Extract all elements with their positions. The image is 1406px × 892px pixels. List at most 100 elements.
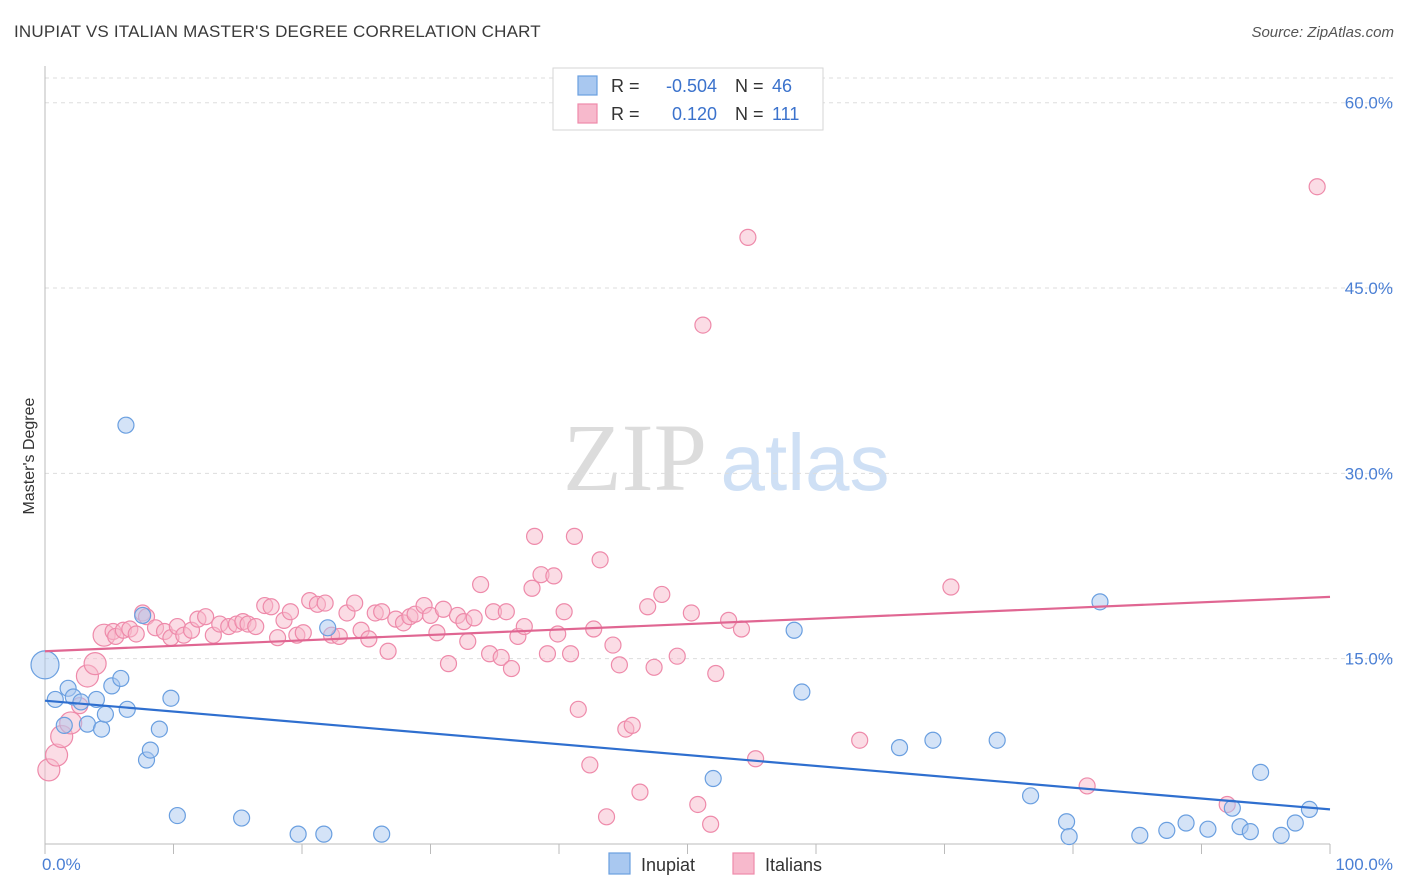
- inupiat-point-16: [141, 741, 159, 759]
- bottom-legend-label-inupiat: Inupiat: [641, 855, 695, 875]
- italians-points: [37, 178, 1326, 833]
- grid: [45, 77, 1393, 660]
- inupiat-point-41: [1241, 823, 1259, 841]
- italians-point-80: [581, 756, 599, 774]
- y-axis-label: Master's Degree: [21, 397, 38, 514]
- inupiat-point-31: [1021, 787, 1040, 805]
- italians-point-89: [639, 598, 657, 616]
- italians-point-36: [294, 624, 312, 642]
- italians-point-92: [668, 647, 686, 665]
- italians-point-32: [268, 629, 287, 647]
- italians-point-70: [523, 579, 541, 597]
- inupiat-point-26: [785, 621, 803, 639]
- legend-n-value-italians: 111: [772, 104, 799, 124]
- italians-point-67: [502, 659, 521, 678]
- legend-r-value-italians: 0.120: [672, 104, 717, 124]
- italians-point-43: [346, 594, 364, 612]
- italians-point-106: [1308, 178, 1326, 196]
- bottom-legend-swatch-italians: [732, 852, 755, 875]
- inupiat-point-19: [168, 806, 186, 825]
- inupiat-point-32: [1057, 813, 1076, 831]
- inupiat-point-29: [924, 731, 942, 749]
- italians-point-95: [702, 815, 720, 833]
- axes: [44, 66, 1331, 854]
- italians-point-65: [492, 648, 510, 667]
- trend-lines: [44, 595, 1331, 811]
- italians-trend-line: [44, 595, 1331, 653]
- inupiat-point-38: [1199, 820, 1217, 838]
- inupiat-point-22: [315, 825, 333, 843]
- bottom-legend-label-italians: Italians: [765, 855, 822, 875]
- inupiat-point-24: [373, 825, 391, 843]
- inupiat-point-20: [233, 809, 251, 827]
- legend-swatch-italians: [577, 103, 598, 124]
- italians-point-66: [497, 603, 515, 621]
- italians-point-88: [631, 783, 649, 801]
- italians-point-77: [561, 645, 580, 663]
- italians-point-6: [83, 652, 107, 676]
- italians-point-102: [851, 731, 869, 749]
- source-label: Source: ZipAtlas.com: [1251, 24, 1394, 41]
- italians-point-31: [262, 598, 280, 616]
- inupiat-point-33: [1060, 827, 1078, 846]
- watermark-atlas: atlas: [721, 418, 890, 507]
- legend-r-value-inupiat: -0.504: [666, 76, 717, 96]
- inupiat-point-13: [117, 416, 135, 434]
- italians-point-87: [623, 716, 641, 734]
- x-tick-label-max: 100.0%: [1335, 855, 1393, 874]
- y-tick-label-60: 60.0%: [1345, 94, 1393, 113]
- italians-point-47: [373, 603, 391, 621]
- inupiat-point-18: [162, 689, 180, 707]
- italians-point-57: [439, 655, 458, 673]
- italians-point-62: [472, 575, 490, 594]
- italians-point-97: [720, 611, 738, 629]
- italians-point-100: [747, 750, 765, 768]
- inupiat-point-14: [134, 606, 152, 625]
- italians-point-29: [247, 617, 265, 636]
- italians-point-104: [1078, 777, 1096, 795]
- italians-point-91: [653, 585, 671, 604]
- inupiat-point-28: [890, 739, 909, 757]
- italians-point-79: [569, 700, 587, 718]
- inupiat-point-36: [1158, 821, 1176, 840]
- italians-point-41: [330, 627, 348, 646]
- inupiat-point-11: [112, 669, 130, 688]
- italians-point-55: [428, 624, 446, 642]
- inupiat-point-21: [289, 825, 307, 843]
- italians-point-74: [545, 567, 563, 585]
- italians-point-39: [316, 594, 334, 612]
- italians-point-71: [525, 527, 544, 545]
- inupiat-point-0: [30, 650, 60, 680]
- x-tick-label-min: 0.0%: [42, 855, 81, 874]
- y-tick-labels: 15.0% 30.0% 45.0% 60.0%: [1345, 94, 1393, 669]
- inupiat-point-12: [118, 700, 136, 718]
- italians-point-83: [597, 808, 616, 826]
- italians-point-78: [565, 527, 584, 545]
- inupiat-point-7: [87, 690, 106, 709]
- watermark-zip: ZIP: [563, 404, 707, 511]
- italians-point-94: [689, 795, 707, 814]
- inupiat-point-9: [96, 705, 114, 723]
- inupiat-point-42: [1252, 763, 1270, 781]
- inupiat-point-35: [1131, 826, 1149, 844]
- inupiat-point-43: [1272, 826, 1290, 844]
- italians-point-90: [645, 658, 663, 676]
- italians-point-96: [707, 664, 725, 683]
- legend-n-label-italians: N =: [735, 104, 764, 124]
- inupiat-point-30: [988, 731, 1006, 749]
- italians-point-99: [739, 228, 757, 246]
- y-tick-label-30: 30.0%: [1345, 464, 1393, 483]
- inupiat-point-25: [704, 769, 722, 788]
- italians-point-85: [610, 656, 628, 674]
- italians-point-84: [604, 636, 622, 654]
- chart-title: INUPIAT VS ITALIAN MASTER'S DEGREE CORRE…: [14, 22, 541, 41]
- italians-point-60: [459, 632, 477, 650]
- italians-point-45: [360, 630, 378, 648]
- top-legend: R = -0.504 N = 46 R = 0.120 N = 111: [552, 67, 824, 131]
- legend-n-value-inupiat: 46: [772, 76, 792, 96]
- legend-r-label-italians: R =: [611, 104, 640, 124]
- italians-point-93: [682, 604, 700, 622]
- inupiat-point-23: [319, 619, 337, 637]
- inupiat-point-8: [92, 720, 111, 738]
- inupiat-point-44: [1286, 814, 1304, 832]
